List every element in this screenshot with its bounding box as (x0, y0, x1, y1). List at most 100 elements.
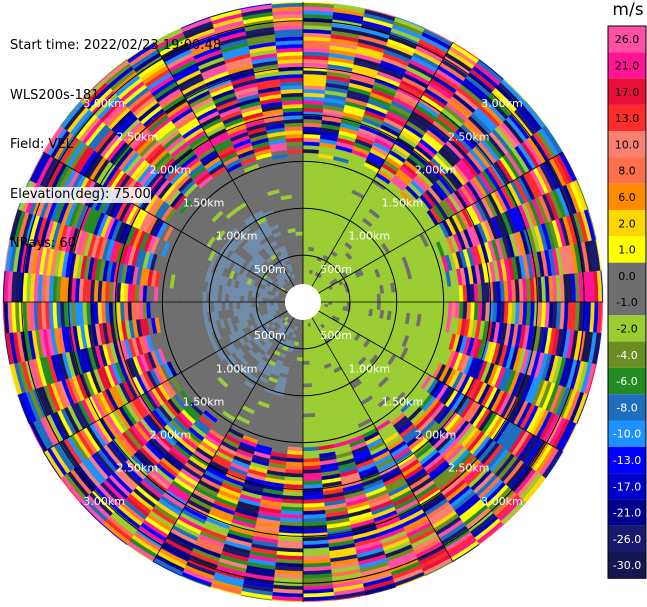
velocity-gate (293, 216, 304, 221)
velocity-gate (300, 276, 304, 281)
range-ring-label: 1.50km (382, 197, 424, 210)
velocity-gate (387, 292, 393, 303)
velocity-gate (293, 208, 304, 214)
velocity-gate (302, 261, 308, 266)
colorbar-tick-label: 2.0 (618, 217, 636, 230)
velocity-gate (302, 424, 317, 429)
velocity-gate (335, 301, 340, 307)
velocity-gate (302, 409, 315, 414)
velocity-gate (297, 345, 304, 351)
velocity-gate (296, 242, 304, 247)
velocity-gate (302, 401, 315, 407)
velocity-gate (294, 220, 304, 225)
velocity-gate (335, 294, 340, 299)
velocity-gate (247, 296, 252, 303)
velocity-gate (291, 401, 304, 407)
range-ring-label: 1.50km (382, 395, 424, 408)
range-ring-label: 2.50km (116, 462, 158, 475)
velocity-gate (302, 208, 313, 214)
velocity-gate (302, 268, 307, 274)
velocity-gate (365, 301, 370, 310)
velocity-gate (228, 301, 234, 310)
velocity-gate (239, 301, 245, 309)
velocity-gate (296, 238, 304, 244)
velocity-gate (302, 193, 315, 199)
nrays-label: NRays: 60 (10, 236, 76, 251)
velocity-gate (302, 175, 317, 180)
velocity-gate (302, 360, 310, 366)
velocity-gate (292, 201, 304, 206)
velocity-gate (297, 349, 304, 354)
velocity-gate (183, 301, 189, 315)
velocity-gate (331, 294, 336, 300)
velocity-gate (361, 295, 367, 303)
velocity-gate (302, 353, 309, 358)
range-ring-label: 1.00km (216, 362, 258, 375)
velocity-gate (217, 292, 222, 303)
range-ring-label: 2.50km (448, 130, 490, 143)
velocity-gate (302, 212, 313, 218)
velocity-gate (302, 178, 317, 184)
velocity-gate (302, 349, 309, 354)
velocity-gate (224, 293, 230, 303)
plot-info-block: Start time: 2022/02/23 19:00:48 WLS200s-… (10, 5, 221, 269)
velocity-gate (172, 301, 178, 316)
velocity-gate (302, 171, 317, 177)
velocity-gate (176, 301, 181, 316)
velocity-gate (391, 292, 397, 303)
range-ring-label: 3.00km (481, 495, 523, 508)
velocity-gate (297, 246, 304, 251)
velocity-gate (302, 364, 311, 369)
velocity-gate (302, 345, 309, 351)
velocity-gate (425, 288, 430, 303)
velocity-gate (410, 290, 415, 303)
velocity-gate (270, 304, 275, 310)
velocity-gate (302, 357, 310, 362)
velocity-gate (302, 379, 312, 384)
velocity-gate (269, 298, 275, 303)
velocity-gate (298, 334, 304, 339)
elevation-label: Elevation(deg): 75.00 (10, 186, 151, 203)
velocity-gate (295, 227, 304, 233)
velocity-gate (302, 368, 311, 373)
velocity-gate (293, 386, 304, 392)
velocity-gate (243, 301, 248, 309)
velocity-gate (399, 301, 404, 313)
velocity-gate (296, 357, 304, 362)
velocity-gate (302, 197, 315, 203)
velocity-gate (213, 292, 219, 303)
velocity-gate (339, 297, 344, 303)
velocity-gate (335, 297, 340, 303)
velocity-gate (297, 250, 304, 255)
velocity-gate (302, 238, 310, 244)
velocity-gate (428, 288, 434, 303)
velocity-gate (262, 301, 267, 307)
velocity-gate (302, 398, 314, 403)
velocity-gate (289, 175, 304, 180)
range-ring-label: 2.50km (448, 462, 490, 475)
velocity-gate (273, 301, 278, 306)
velocity-gate (376, 293, 382, 303)
velocity-gate (296, 272, 301, 278)
velocity-gate (228, 294, 234, 303)
velocity-gate (254, 296, 260, 303)
range-ring-label: 1.50km (183, 395, 225, 408)
velocity-gate (221, 301, 226, 311)
velocity-gate (302, 342, 308, 347)
velocity-gate (302, 375, 312, 381)
velocity-gate (254, 301, 260, 308)
velocity-gate (306, 334, 311, 339)
velocity-gate (302, 412, 316, 418)
velocity-gate (406, 290, 412, 303)
range-ring-label: 1.00km (349, 362, 391, 375)
velocity-gate (350, 296, 355, 303)
velocity-gate (302, 265, 308, 270)
velocity-gate (302, 416, 316, 422)
center-blank (285, 284, 321, 320)
colorbar-tick-label: -26.0 (613, 533, 641, 546)
velocity-gate (305, 330, 311, 335)
velocity-gate (266, 301, 271, 307)
velocity-gate (299, 272, 304, 277)
velocity-gate (302, 223, 312, 229)
